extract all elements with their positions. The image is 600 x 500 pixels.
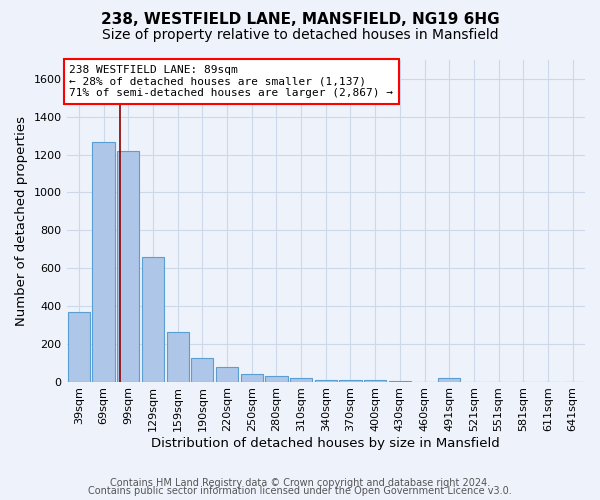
Text: 238, WESTFIELD LANE, MANSFIELD, NG19 6HG: 238, WESTFIELD LANE, MANSFIELD, NG19 6HG <box>101 12 499 28</box>
Bar <box>216 368 238 382</box>
Text: 238 WESTFIELD LANE: 89sqm
← 28% of detached houses are smaller (1,137)
71% of se: 238 WESTFIELD LANE: 89sqm ← 28% of detac… <box>69 65 393 98</box>
Text: Contains public sector information licensed under the Open Government Licence v3: Contains public sector information licen… <box>88 486 512 496</box>
Bar <box>117 151 139 382</box>
Bar <box>364 380 386 382</box>
Bar <box>92 142 115 382</box>
Bar <box>265 376 287 382</box>
Text: Contains HM Land Registry data © Crown copyright and database right 2024.: Contains HM Land Registry data © Crown c… <box>110 478 490 488</box>
Bar <box>191 358 214 382</box>
X-axis label: Distribution of detached houses by size in Mansfield: Distribution of detached houses by size … <box>151 437 500 450</box>
Bar <box>438 378 460 382</box>
Text: Size of property relative to detached houses in Mansfield: Size of property relative to detached ho… <box>101 28 499 42</box>
Y-axis label: Number of detached properties: Number of detached properties <box>15 116 28 326</box>
Bar <box>241 374 263 382</box>
Bar <box>68 312 90 382</box>
Bar <box>290 378 312 382</box>
Bar <box>142 256 164 382</box>
Bar <box>167 332 189 382</box>
Bar <box>340 380 362 382</box>
Bar <box>314 380 337 382</box>
Bar <box>389 380 411 382</box>
